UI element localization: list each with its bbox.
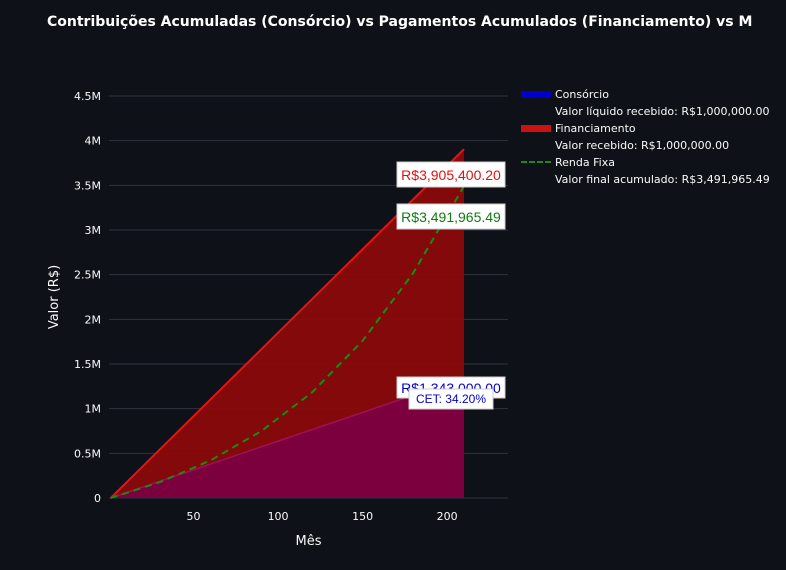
y-tick-label: 1.5M [74, 358, 101, 371]
x-tick-label: 100 [268, 510, 289, 523]
legend-swatch-consorcio [521, 91, 551, 98]
legend-label-consorcio: Consórcio [555, 88, 609, 101]
legend-swatch-financiamento [521, 125, 551, 132]
legend-sub-consorcio: Valor líquido recebido: R$1,000,000.00 [555, 105, 770, 118]
x-tick-label: 150 [352, 510, 373, 523]
renda-fixa-line [110, 185, 465, 499]
y-axis-label: Valor (R$) [47, 265, 62, 329]
legend-sub-financiamento: Valor recebido: R$1,000,000.00 [555, 139, 730, 152]
y-tick-label: 2M [85, 313, 102, 326]
chart-legend[interactable]: Consórcio Valor líquido recebido: R$1,00… [521, 86, 770, 188]
legend-item-renda-fixa[interactable]: Renda Fixa Valor final acumulado: R$3,49… [521, 154, 770, 188]
legend-label-financiamento: Financiamento [555, 122, 636, 135]
y-tick-label: 4M [85, 135, 102, 148]
x-axis-label: Mês [296, 534, 322, 549]
annotation-financiamento-box [396, 161, 506, 188]
legend-item-financiamento[interactable]: Financiamento Valor recebido: R$1,000,00… [521, 120, 770, 154]
legend-item-consorcio[interactable]: Consórcio Valor líquido recebido: R$1,00… [521, 86, 770, 120]
legend-sub-renda-fixa: Valor final acumulado: R$3,491,965.49 [555, 173, 770, 186]
y-tick-label: 1M [85, 403, 102, 416]
annotation-renda-fixa: R$3,491,965.49 [401, 209, 501, 225]
y-tick-label: 3M [85, 224, 102, 237]
annotation-renda-fixa-box [396, 203, 506, 230]
chart-title: Contribuições Acumuladas (Consórcio) vs … [47, 14, 753, 30]
annotation-cet-box [408, 388, 494, 410]
x-tick-label: 200 [437, 510, 458, 523]
annotation-cet: CET: 34.20% [416, 392, 486, 406]
legend-swatch-renda-fixa [521, 161, 551, 163]
annotation-financiamento: R$3,905,400.20 [401, 167, 501, 183]
legend-label-renda-fixa: Renda Fixa [555, 156, 615, 169]
y-tick-label: 4.5M [74, 90, 101, 103]
y-tick-label: 3.5M [74, 179, 101, 192]
y-tick-label: 0.5M [74, 447, 101, 460]
y-tick-label: 0 [94, 492, 101, 505]
x-tick-label: 50 [187, 510, 201, 523]
y-tick-label: 2.5M [74, 269, 101, 282]
